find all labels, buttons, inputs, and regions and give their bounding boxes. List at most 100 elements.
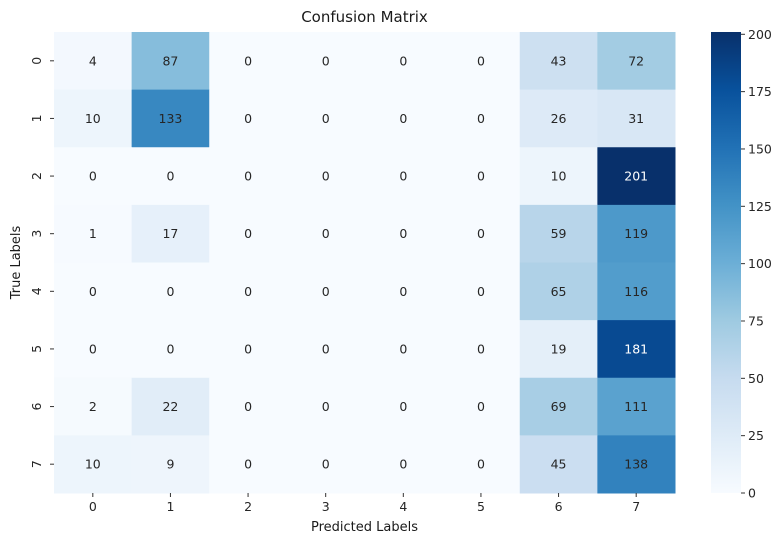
- colorbar-tick-label: 150: [748, 141, 772, 156]
- heatmap-cell: [364, 89, 443, 148]
- heatmap-cell: [286, 89, 365, 148]
- cell-value-label: 22: [162, 399, 178, 414]
- heatmap-cell: [209, 377, 288, 436]
- heatmap-cell: [209, 89, 288, 148]
- heatmap-cell: [364, 320, 443, 379]
- heatmap-cell: [131, 147, 210, 206]
- heatmap-cell: [364, 262, 443, 321]
- colorbar-tick-label: 25: [748, 428, 764, 443]
- cell-value-label: 1: [89, 226, 97, 241]
- heatmap-cell: [209, 204, 288, 263]
- cell-value-label: 0: [244, 341, 252, 356]
- cell-value-label: 0: [322, 284, 330, 299]
- x-tick-label: 7: [632, 499, 640, 514]
- cell-value-label: 0: [399, 53, 407, 68]
- cell-value-label: 201: [624, 169, 648, 184]
- x-tick-label: 3: [322, 499, 330, 514]
- y-axis-title: True Labels: [9, 225, 24, 300]
- cell-value-label: 0: [166, 169, 174, 184]
- heatmap-cell: [209, 435, 288, 494]
- heatmap-cell: [519, 262, 598, 321]
- heatmap-cell: [597, 147, 676, 206]
- heatmap-cell: [209, 320, 288, 379]
- heatmap-cell: [597, 320, 676, 379]
- cell-value-label: 10: [551, 169, 567, 184]
- x-tick-label: 5: [477, 499, 485, 514]
- cell-value-label: 0: [477, 53, 485, 68]
- cell-value-label: 0: [399, 399, 407, 414]
- chart-title: Confusion Matrix: [301, 8, 428, 26]
- y-tick-label: 3: [29, 230, 44, 238]
- cell-value-label: 10: [85, 111, 101, 126]
- cell-value-label: 0: [477, 341, 485, 356]
- heatmap-cell: [442, 320, 521, 379]
- cell-value-label: 69: [551, 399, 567, 414]
- colorbar-gradient: [711, 32, 741, 493]
- cell-value-label: 0: [477, 111, 485, 126]
- cell-value-label: 116: [624, 284, 648, 299]
- x-tick-label: 1: [166, 499, 174, 514]
- heatmap-cell: [519, 435, 598, 494]
- x-tick-label: 2: [244, 499, 252, 514]
- heatmap-cell: [54, 89, 133, 148]
- heatmap-cell: [597, 89, 676, 148]
- cell-value-label: 65: [551, 284, 567, 299]
- cell-value-label: 45: [551, 457, 567, 472]
- heatmap-cell: [209, 147, 288, 206]
- y-tick-label: 0: [29, 57, 44, 65]
- cell-value-label: 0: [244, 111, 252, 126]
- heatmap-cell: [519, 32, 598, 91]
- heatmap-cell: [131, 262, 210, 321]
- heatmap-cell: [597, 32, 676, 91]
- y-axis-ticks: 0 1 2 3 4 5 6 7: [29, 57, 54, 468]
- heatmap-cell: [54, 377, 133, 436]
- heatmap-cell: [209, 32, 288, 91]
- x-axis-title: Predicted Labels: [311, 520, 418, 535]
- cell-value-label: 0: [322, 399, 330, 414]
- heatmap-cells: 4 87 0 0 0 0 43 72 10 133 0 0 0 0 26 31 0 0 0 0 0 0 10 201 1 17 0 0…: [54, 32, 676, 494]
- cell-value-label: 0: [89, 284, 97, 299]
- cell-value-label: 0: [89, 169, 97, 184]
- heatmap-cell: [131, 435, 210, 494]
- x-tick-label: 6: [555, 499, 563, 514]
- heatmap-cell: [442, 89, 521, 148]
- heatmap-cell: [519, 147, 598, 206]
- cell-value-label: 138: [624, 457, 648, 472]
- cell-value-label: 43: [551, 53, 567, 68]
- cell-value-label: 0: [244, 226, 252, 241]
- cell-value-label: 0: [477, 226, 485, 241]
- heatmap-cell: [131, 32, 210, 91]
- heatmap-cell: [364, 147, 443, 206]
- cell-value-label: 0: [166, 341, 174, 356]
- heatmap-cell: [519, 320, 598, 379]
- heatmap-cell: [54, 435, 133, 494]
- cell-value-label: 59: [551, 226, 567, 241]
- heatmap-cell: [597, 204, 676, 263]
- x-tick-label: 4: [399, 499, 407, 514]
- cell-value-label: 0: [244, 53, 252, 68]
- heatmap-cell: [54, 147, 133, 206]
- cell-value-label: 0: [244, 457, 252, 472]
- cell-value-label: 0: [322, 457, 330, 472]
- heatmap-cell: [442, 435, 521, 494]
- cell-value-label: 0: [244, 284, 252, 299]
- y-tick-label: 7: [29, 460, 44, 468]
- x-tick-label: 0: [89, 499, 97, 514]
- heatmap-cell: [364, 435, 443, 494]
- colorbar-tick-label: 175: [748, 84, 772, 99]
- heatmap-cell: [286, 377, 365, 436]
- cell-value-label: 19: [551, 341, 567, 356]
- heatmap-cell: [286, 32, 365, 91]
- heatmap-cell: [286, 435, 365, 494]
- heatmap-cell: [364, 32, 443, 91]
- heatmap-cell: [54, 32, 133, 91]
- cell-value-label: 10: [85, 457, 101, 472]
- cell-value-label: 0: [166, 284, 174, 299]
- cell-value-label: 0: [399, 169, 407, 184]
- cell-value-label: 0: [399, 341, 407, 356]
- colorbar: 0 25 50 75 100 125 150 175 200: [711, 27, 772, 501]
- cell-value-label: 111: [624, 399, 648, 414]
- cell-value-label: 0: [399, 457, 407, 472]
- heatmap-cell: [286, 262, 365, 321]
- cell-value-label: 0: [399, 226, 407, 241]
